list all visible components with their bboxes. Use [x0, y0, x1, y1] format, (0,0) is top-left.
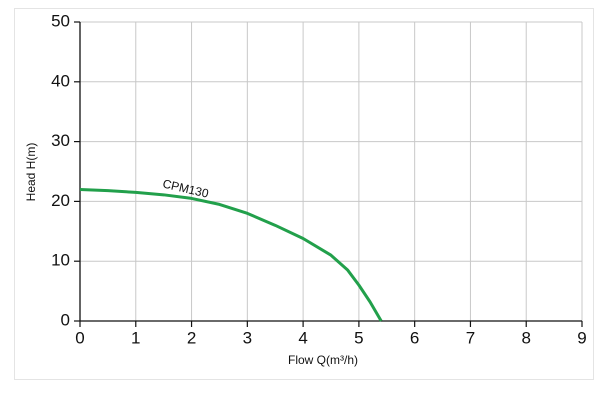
- y-tick-label: 30: [51, 131, 70, 150]
- y-tick-label: 50: [51, 11, 70, 30]
- x-tick-label: 5: [354, 328, 363, 347]
- x-tick-label: 1: [131, 328, 140, 347]
- y-tick-label: 10: [51, 251, 70, 270]
- x-tick-label: 3: [243, 328, 252, 347]
- x-tick-label: 2: [187, 328, 196, 347]
- x-tick-label: 7: [466, 328, 475, 347]
- x-axis-label: Flow Q(m³/h): [288, 353, 358, 367]
- x-tick-label: 9: [577, 328, 586, 347]
- y-axis-label: Head H(m): [24, 143, 38, 202]
- x-tick-label: 4: [298, 328, 307, 347]
- x-tick-label: 8: [521, 328, 530, 347]
- y-tick-label: 20: [51, 191, 70, 210]
- y-tick-label: 40: [51, 71, 70, 90]
- x-tick-label: 6: [410, 328, 419, 347]
- x-tick-label: 0: [75, 328, 84, 347]
- chart-card: [14, 8, 594, 380]
- curve: [79, 187, 383, 322]
- y-tick-label: 0: [61, 310, 70, 329]
